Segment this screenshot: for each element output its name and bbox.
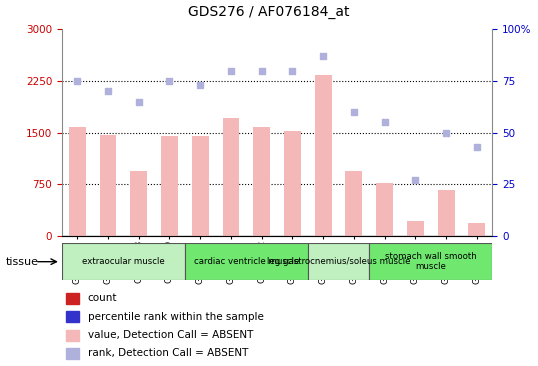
Point — [288, 68, 297, 74]
Bar — [308, 243, 369, 280]
Bar — [369, 243, 492, 280]
Bar — [66, 293, 79, 304]
Point — [442, 130, 450, 136]
Bar — [130, 171, 147, 236]
Bar — [69, 127, 86, 236]
Bar — [223, 117, 239, 236]
Text: tissue: tissue — [5, 257, 38, 267]
Bar — [66, 311, 79, 322]
Bar — [345, 171, 363, 236]
Point — [226, 68, 235, 74]
Point — [411, 177, 420, 183]
Bar — [469, 223, 485, 236]
Bar — [315, 75, 331, 236]
Text: cardiac ventricle muscle: cardiac ventricle muscle — [194, 257, 299, 266]
Bar — [62, 243, 185, 280]
Bar — [438, 190, 455, 236]
Text: leg gastrocnemius/soleus muscle: leg gastrocnemius/soleus muscle — [267, 257, 410, 266]
Point — [165, 78, 174, 84]
Bar — [284, 131, 301, 236]
Point — [257, 68, 266, 74]
Point — [350, 109, 358, 115]
Bar — [192, 136, 209, 236]
Text: percentile rank within the sample: percentile rank within the sample — [88, 311, 264, 322]
Point — [196, 82, 204, 88]
Point — [319, 53, 328, 59]
Point — [104, 89, 112, 94]
Text: count: count — [88, 293, 117, 303]
Bar — [100, 135, 116, 236]
Text: GDS276 / AF076184_at: GDS276 / AF076184_at — [188, 5, 350, 19]
Bar — [253, 127, 270, 236]
Point — [134, 99, 143, 105]
Text: extraocular muscle: extraocular muscle — [82, 257, 165, 266]
Point — [380, 119, 389, 125]
Bar — [161, 136, 178, 236]
Bar — [376, 183, 393, 236]
Bar — [66, 348, 79, 359]
Point — [73, 78, 82, 84]
Bar — [185, 243, 308, 280]
Text: value, Detection Call = ABSENT: value, Detection Call = ABSENT — [88, 330, 253, 340]
Point — [472, 144, 481, 150]
Text: stomach wall smooth
muscle: stomach wall smooth muscle — [385, 252, 477, 272]
Text: rank, Detection Call = ABSENT: rank, Detection Call = ABSENT — [88, 348, 248, 358]
Bar — [66, 330, 79, 341]
Bar — [407, 221, 424, 236]
